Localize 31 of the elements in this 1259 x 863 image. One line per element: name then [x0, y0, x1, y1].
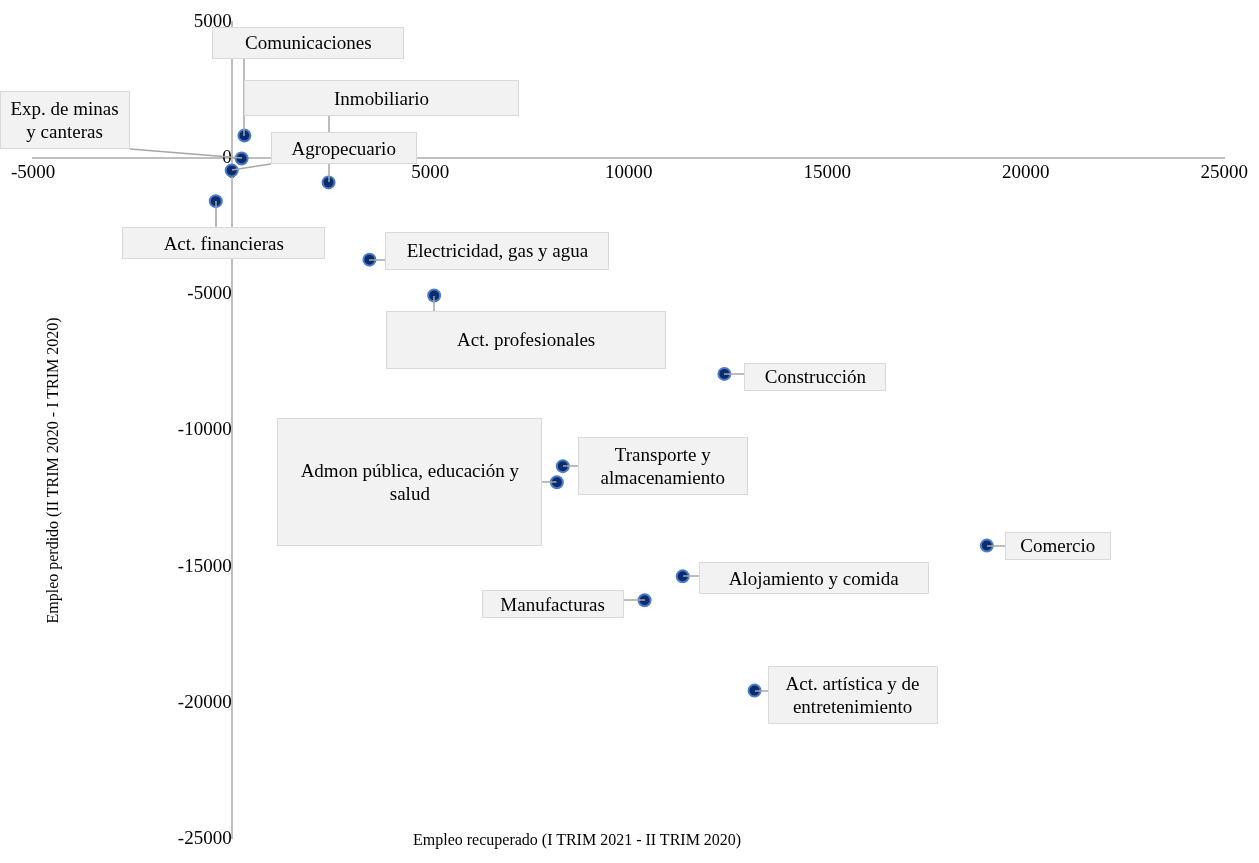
- y-tick-label: -5000: [187, 282, 232, 304]
- x-tick-label: 20000: [1001, 160, 1050, 182]
- y-tick-label: -10000: [177, 418, 232, 440]
- y-tick-label: 5000: [193, 10, 232, 32]
- x-tick-label: 10000: [604, 160, 653, 182]
- y-tick-label: 0: [222, 146, 232, 168]
- point: [234, 151, 249, 166]
- point: [224, 163, 239, 178]
- annotation: Admon pública, educación y salud: [299, 459, 521, 506]
- annotation: Agropecuario: [291, 136, 396, 160]
- annotation: Inmobiliario: [334, 86, 430, 110]
- y-tick-label: -25000: [177, 826, 232, 848]
- annotation: Comunicaciones: [245, 31, 372, 55]
- annotation: Transporte y almacenamiento: [599, 443, 727, 490]
- x-axis-title: Empleo recuperado (I TRIM 2021 - II TRIM 2020): [412, 831, 742, 850]
- x-tick-label: 15000: [803, 160, 851, 182]
- annotation: Comercio: [1020, 534, 1096, 558]
- annotation: Act. financieras: [163, 231, 284, 255]
- annotation: Act. profesionales: [457, 328, 596, 352]
- y-tick-label: -20000: [177, 690, 232, 712]
- annotation: Manufacturas: [500, 592, 605, 616]
- annotation: Construcción: [764, 365, 867, 389]
- annotation: Act. artística y de entretenimiento: [784, 671, 921, 718]
- annotation: Alojamiento y comida: [728, 566, 899, 590]
- y-tick-label: -15000: [177, 554, 232, 576]
- y-axis-title: Empleo perdido (II TRIM 2020 - I TRIM 2020): [44, 317, 63, 624]
- x-tick-label: 5000: [411, 160, 450, 182]
- annotation: Electricidad, gas y agua: [406, 239, 589, 263]
- x-tick-label: -5000: [11, 160, 56, 182]
- x-tick-label: 25000: [1200, 160, 1248, 182]
- annotation: Exp. de minas y canteras: [9, 97, 120, 144]
